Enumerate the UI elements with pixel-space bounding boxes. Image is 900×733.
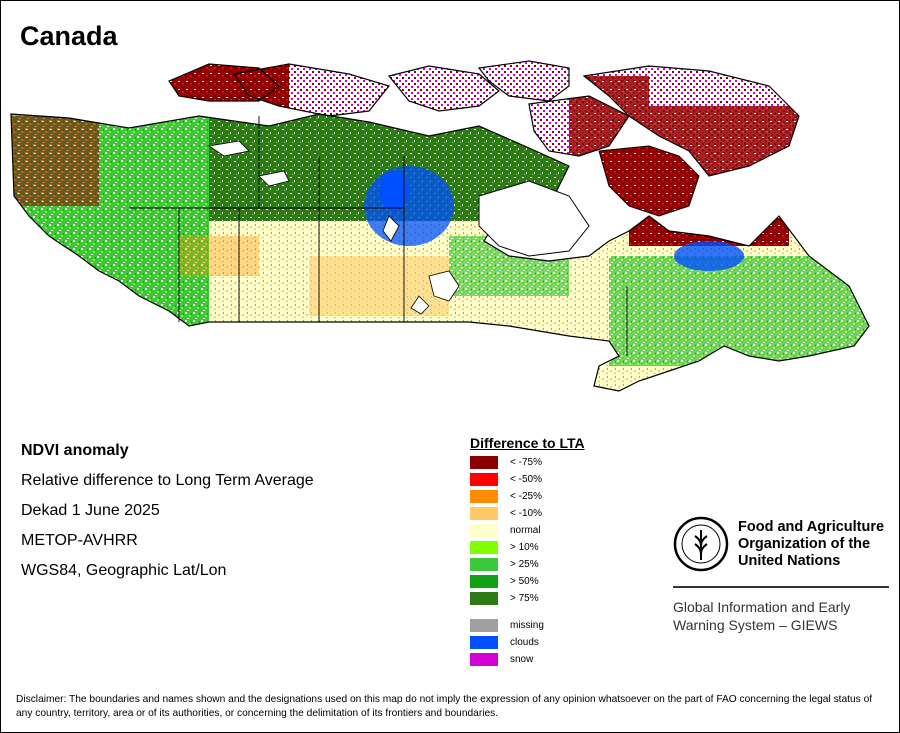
legend-swatch [470, 619, 498, 632]
legend-item: > 25% [470, 556, 585, 573]
fao-name: Food and Agriculture Organization of the… [738, 519, 884, 570]
fao-block: Food and Agriculture Organization of the… [673, 516, 889, 634]
legend-label: < -10% [510, 508, 542, 519]
fao-name-line2: Organization of the [738, 535, 871, 552]
product-description: Relative difference to Long Term Average [21, 472, 314, 489]
legend-swatch [470, 653, 498, 666]
fao-name-line1: Food and Agriculture [738, 518, 885, 535]
legend-swatch [470, 541, 498, 554]
legend-swatch [470, 473, 498, 486]
sensor: METOP-AVHRR [21, 532, 138, 549]
legend-swatch [470, 575, 498, 588]
legend-swatch [470, 456, 498, 469]
legend-label: missing [510, 620, 544, 631]
legend-label: < -50% [510, 474, 542, 485]
legend-title: Difference to LTA [470, 435, 585, 451]
projection: WGS84, Geographic Lat/Lon [21, 562, 227, 579]
legend-classes: < -75% < -50% < -25% < -10% normal > 10% > 25%… [470, 454, 585, 607]
legend-item: > 10% [470, 539, 585, 556]
legend-label: normal [510, 525, 541, 536]
giews-line1: Global Information and Early [673, 599, 851, 615]
legend-label: > 25% [510, 559, 539, 570]
legend-label: snow [510, 654, 534, 665]
legend-label: clouds [510, 637, 539, 648]
legend-extra: missing clouds snow [470, 617, 585, 668]
legend-label: < -75% [510, 457, 542, 468]
disclaimer: Disclaimer: The boundaries and names sho… [16, 694, 873, 719]
legend-item: missing [470, 617, 585, 634]
giews-label: Global Information and Early Warning Sys… [673, 598, 889, 634]
legend-item: < -75% [470, 454, 585, 471]
legend-item: > 50% [470, 573, 585, 590]
fao-logo-icon [673, 516, 729, 572]
period: Dekad 1 June 2025 [21, 502, 160, 519]
legend-swatch [470, 507, 498, 520]
ndvi-map [10, 60, 870, 392]
legend-item: > 75% [470, 590, 585, 607]
legend-item: snow [470, 651, 585, 668]
legend-item: clouds [470, 634, 585, 651]
legend-item: < -10% [470, 505, 585, 522]
map-info: NDVI anomaly Relative difference to Long… [21, 441, 314, 591]
product-name: NDVI anomaly [21, 442, 129, 459]
legend-swatch [470, 524, 498, 537]
legend-label: < -25% [510, 491, 542, 502]
legend-item: < -25% [470, 488, 585, 505]
legend-item: normal [470, 522, 585, 539]
legend: Difference to LTA < -75% < -50% < -25% < -1… [470, 435, 585, 668]
legend-label: > 75% [510, 593, 539, 604]
legend-swatch [470, 636, 498, 649]
map-title: Canada [20, 21, 118, 51]
legend-item: < -50% [470, 471, 585, 488]
fao-name-line3: United Nations [738, 552, 841, 569]
legend-swatch [470, 592, 498, 605]
legend-swatch [470, 490, 498, 503]
legend-label: > 50% [510, 576, 539, 587]
giews-line2: Warning System – GIEWS [673, 617, 838, 633]
legend-label: > 10% [510, 542, 539, 553]
legend-swatch [470, 558, 498, 571]
divider [673, 586, 889, 588]
